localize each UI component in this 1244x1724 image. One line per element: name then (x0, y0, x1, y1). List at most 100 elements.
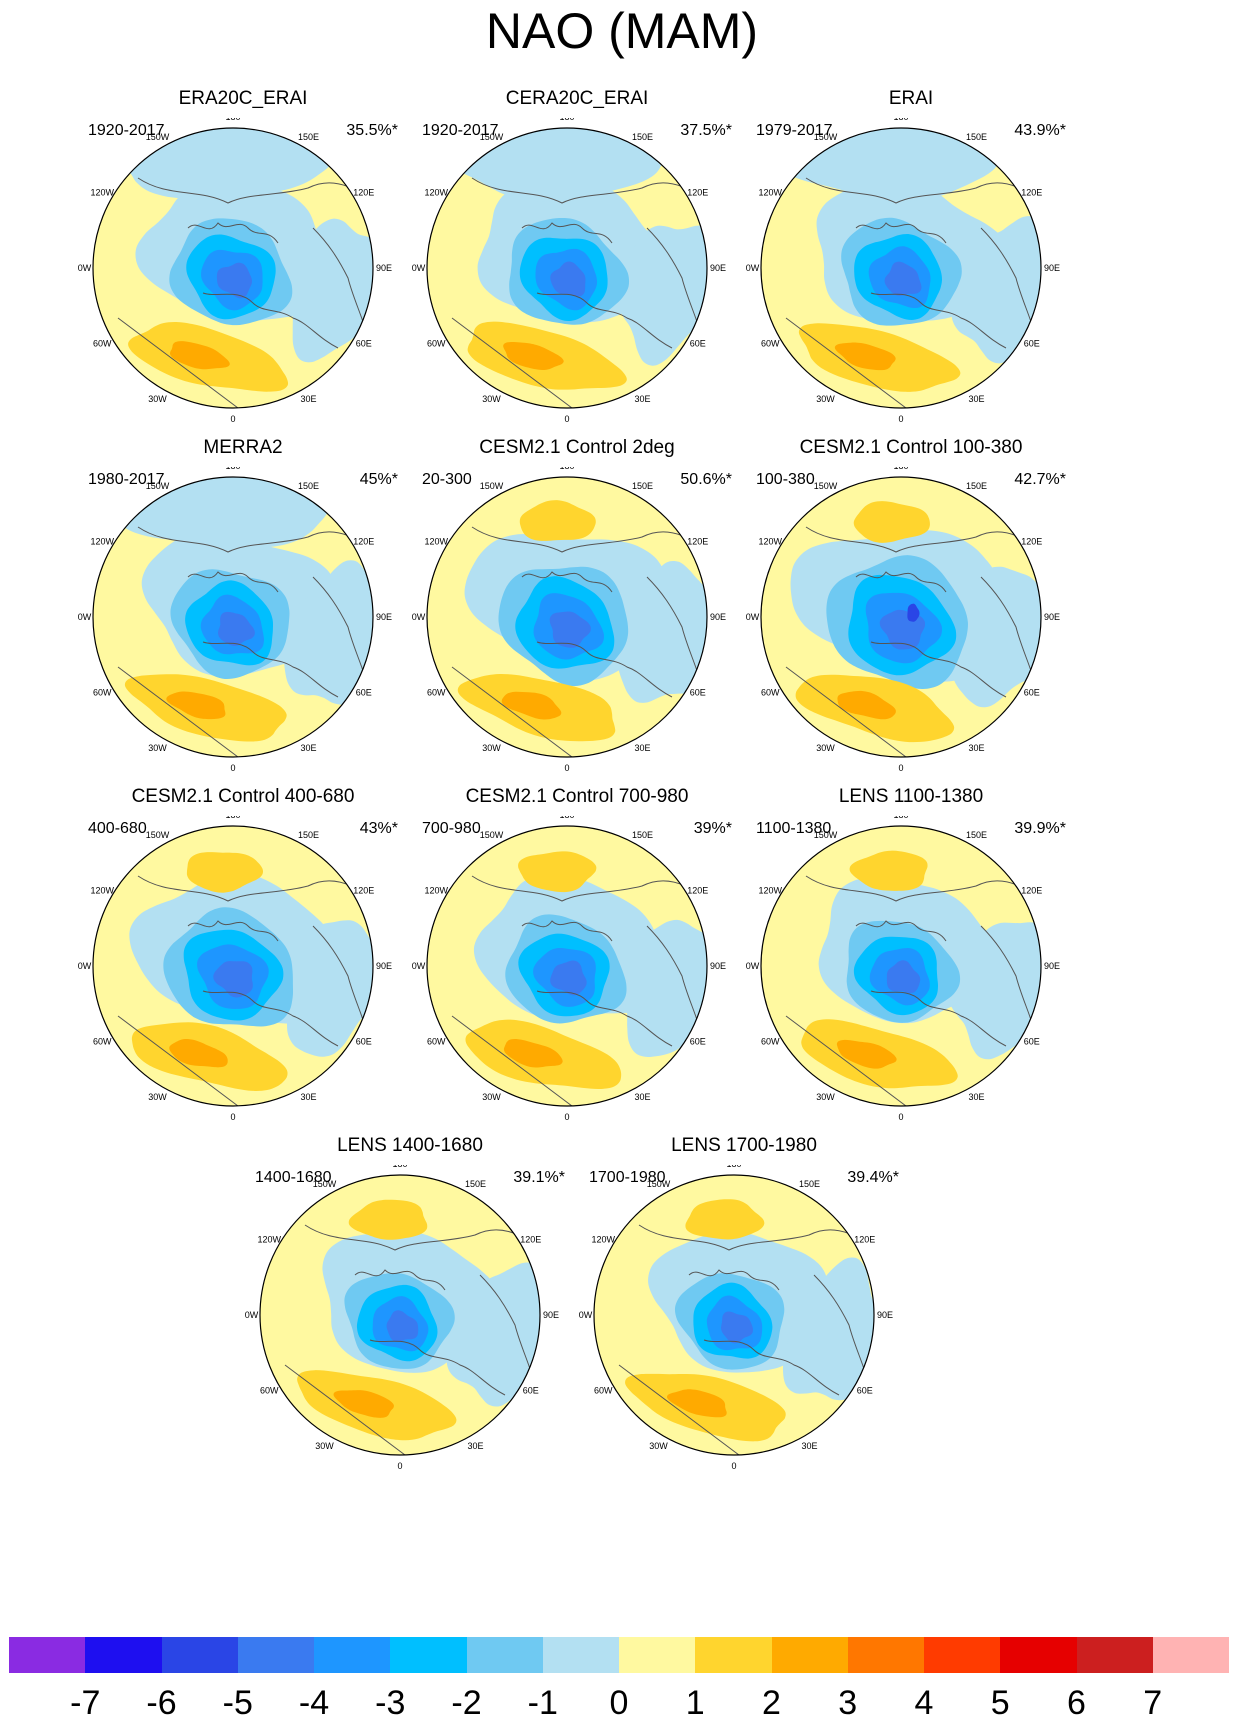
map-panel: CERA20C_ERAI 1920-2017 37.5%* 180 150E 120E 90… (412, 88, 772, 468)
contour-neg-5 (886, 960, 921, 994)
longitude-label: 90E (1044, 612, 1060, 622)
longitude-label: 150W (146, 481, 170, 491)
colorbar-tick-label: -6 (146, 1684, 177, 1722)
longitude-label: 90W (245, 1310, 259, 1320)
longitude-label: 120E (520, 1235, 541, 1245)
contour-pos-pacific (186, 852, 264, 893)
longitude-label: 150E (632, 830, 653, 840)
map-panel: LENS 1400-1680 1400-1680 39.1%* 180 150E 120E… (245, 1135, 605, 1515)
panel-title: LENS 1100-1380 (838, 786, 984, 807)
map-border (426, 825, 708, 1107)
longitude-label: 60E (356, 339, 372, 349)
longitude-label: 60W (93, 688, 112, 698)
longitude-label: 150E (966, 481, 987, 491)
longitude-label: 150W (480, 830, 504, 840)
colorbar-swatch (85, 1637, 162, 1673)
contour-pos-2 (836, 1039, 897, 1069)
longitude-label: 30E (634, 1092, 650, 1102)
figure-title: NAO (MAM) (485, 3, 759, 59)
longitude-label: 30E (634, 394, 650, 404)
longitude-label: 180 (225, 467, 240, 471)
colorbar-swatch (1000, 1637, 1077, 1673)
longitude-label: 90W (78, 263, 92, 273)
map-panel: CESM2.1 Control 700-980 700-980 39%* 180 150… (412, 786, 772, 1166)
map-border (760, 825, 1042, 1107)
longitude-label: 120E (353, 537, 374, 547)
contour-pos-2 (503, 341, 564, 371)
map-panel: ERA20C_ERAI 1920-2017 35.5%* 180 150E 120E 90E… (78, 88, 438, 468)
longitude-label: 60W (260, 1386, 279, 1396)
contour-pos-pacific (518, 851, 597, 893)
panel-title: ERA20C_ERAI (178, 88, 308, 109)
longitude-label: 30E (968, 743, 984, 753)
colorbar-swatch (847, 1637, 924, 1673)
map-border (593, 1174, 875, 1456)
longitude-label: 120E (687, 537, 708, 547)
contour-pos-2 (501, 691, 562, 720)
colorbar-swatch (924, 1637, 1001, 1673)
longitude-label: 120E (687, 188, 708, 198)
longitude-label: 120E (353, 188, 374, 198)
polar-map: 180 150E 120E 90E 60E 30E 0 30W 60W 90W 120W 150W (78, 816, 392, 1122)
coastlines (284, 1224, 536, 1455)
panel-variance-percent: 39%* (693, 820, 732, 837)
panel-title: CERA20C_ERAI (505, 88, 649, 109)
panel-period: 1980-2017 (88, 471, 165, 488)
longitude-label: 60E (1024, 339, 1040, 349)
panel-period: 1920-2017 (422, 122, 499, 139)
polar-map: 180 150E 120E 90E 60E 30E 0 30W 60W 90W 120W 150W (78, 467, 392, 773)
panel-variance-percent: 39.9%* (1014, 820, 1066, 837)
longitude-label: 120E (353, 886, 374, 896)
contour-pos-2 (169, 341, 230, 370)
longitude-label: 90E (710, 263, 726, 273)
longitude-label: 30W (816, 394, 835, 404)
longitude-label: 90E (376, 263, 392, 273)
longitude-label: 30W (148, 743, 167, 753)
longitude-label: 120W (424, 188, 448, 198)
colorbar-tick-label: 2 (762, 1684, 781, 1722)
longitude-label: 90W (412, 612, 426, 622)
coastlines (785, 177, 1037, 408)
longitude-label: 90E (376, 612, 392, 622)
longitude-label: 150W (146, 830, 170, 840)
contour-neg-5 (218, 611, 255, 646)
longitude-label: 30W (816, 1092, 835, 1102)
longitude-label: 60W (761, 688, 780, 698)
panel-period: 1400-1680 (255, 1169, 332, 1186)
longitude-label: 150W (480, 132, 504, 142)
contour-neg-5 (721, 1311, 753, 1344)
contour-neg-5 (884, 261, 922, 296)
panel-period: 1100-1380 (756, 820, 832, 837)
panel-variance-percent: 45%* (359, 471, 398, 488)
map-border (426, 127, 708, 409)
longitude-label: 120W (424, 537, 448, 547)
contour-pos-2 (333, 1390, 394, 1418)
longitude-label: 30W (482, 394, 501, 404)
longitude-label: 150W (814, 132, 838, 142)
longitude-label: 150E (298, 132, 319, 142)
colorbar-swatch (314, 1637, 391, 1673)
longitude-label: 180 (559, 467, 574, 471)
longitude-label: 120E (687, 886, 708, 896)
longitude-label: 90E (710, 961, 726, 971)
longitude-label: 0 (230, 414, 235, 424)
map-panel: CESM2.1 Control 100-380100-38042.7%*1801… (746, 437, 1106, 817)
longitude-label: 180 (893, 118, 908, 122)
longitude-label: 90W (78, 612, 92, 622)
contour-neg-5 (213, 961, 253, 998)
longitude-label: 90E (710, 612, 726, 622)
contour-neg-1-east (283, 560, 373, 705)
longitude-label: 60W (761, 339, 780, 349)
map-border (259, 1174, 541, 1456)
map-border (92, 825, 374, 1107)
colorbar (9, 1637, 1229, 1673)
longitude-label: 30E (968, 394, 984, 404)
longitude-label: 30E (968, 1092, 984, 1102)
panel-variance-percent: 43%* (359, 820, 398, 837)
longitude-label: 180 (726, 1165, 741, 1169)
longitude-label: 60W (427, 688, 446, 698)
longitude-label: 60E (857, 1386, 873, 1396)
panel-title: CESM2.1 Control 700-980 (465, 786, 689, 807)
longitude-label: 150W (647, 1179, 671, 1189)
longitude-label: 30W (816, 743, 835, 753)
